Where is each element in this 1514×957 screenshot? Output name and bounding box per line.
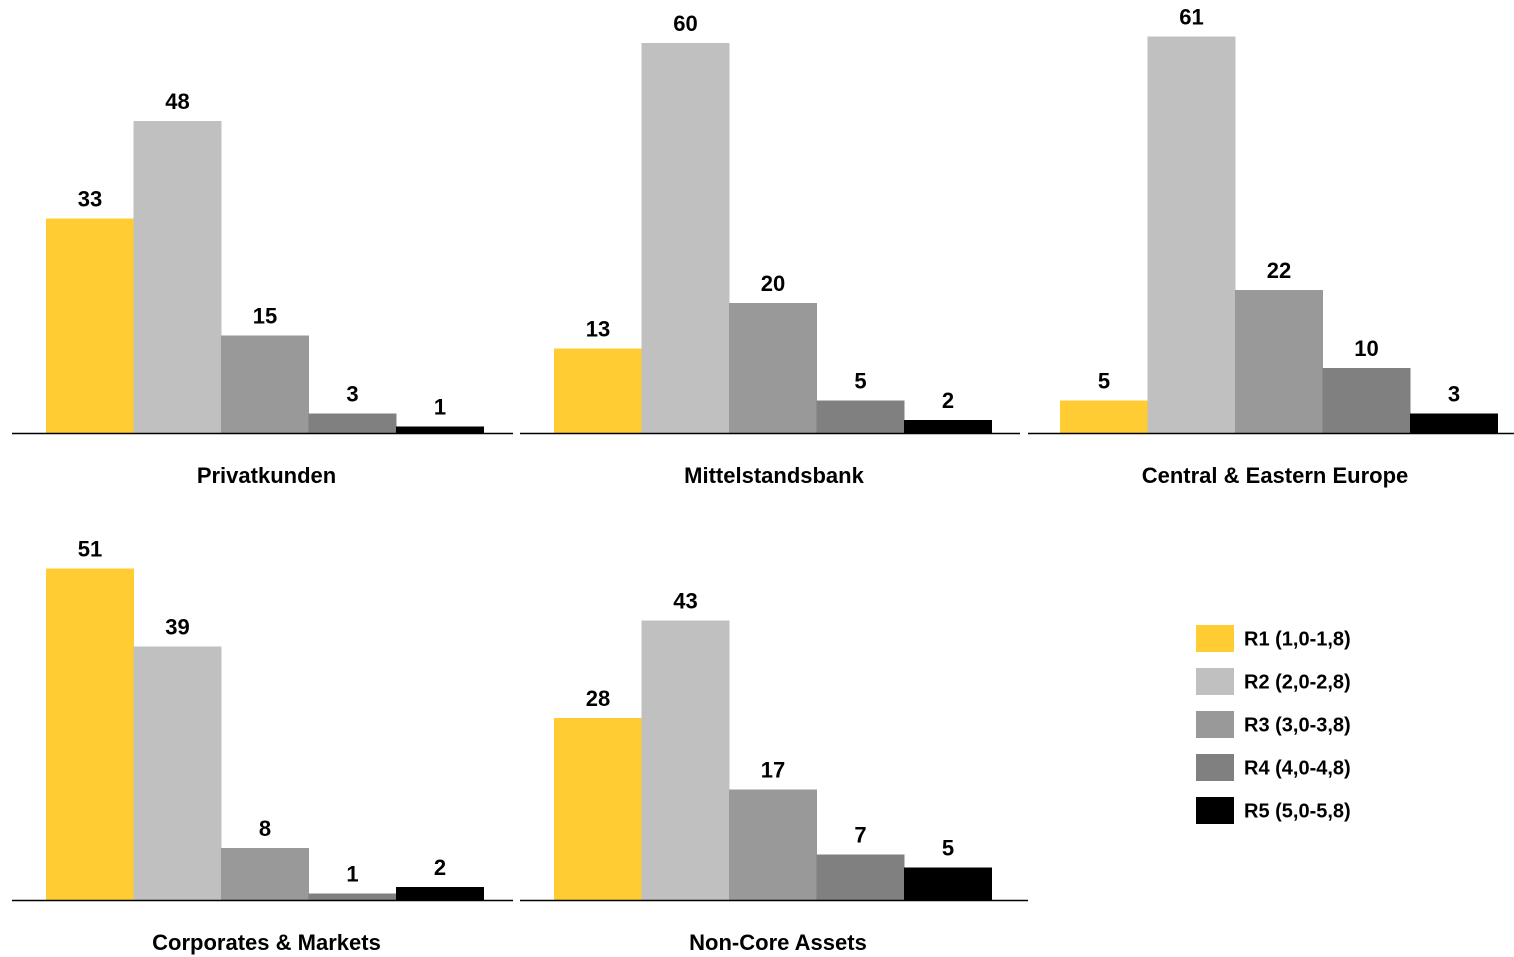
legend-label: R3 (3,0-3,8) [1244, 715, 1351, 737]
bar-value-label: 1 [434, 395, 446, 420]
bar-value-label: 10 [1354, 336, 1378, 361]
bar-value-label: 17 [761, 758, 785, 783]
bar-value-label: 5 [1098, 369, 1110, 394]
bar-value-label: 28 [586, 686, 610, 711]
bar-value-label: 3 [1448, 382, 1460, 407]
bar-value-label: 13 [586, 317, 610, 342]
bar-value-label: 2 [942, 388, 954, 413]
bar-value-label: 51 [78, 537, 102, 562]
bar [641, 620, 730, 900]
bar [133, 646, 222, 900]
legend-label: R5 (5,0-5,8) [1244, 801, 1351, 823]
legend-swatch [1196, 711, 1234, 738]
bar [816, 854, 905, 900]
panel-title: Privatkunden [197, 463, 336, 488]
bar [641, 43, 730, 433]
panel-title: Mittelstandsbank [684, 463, 864, 488]
bar [1060, 400, 1148, 433]
bar [221, 848, 309, 900]
bar [554, 718, 642, 900]
legend-label: R4 (4,0-4,8) [1244, 758, 1351, 780]
chart-panel: 33 48 15 3 1 Privatkunden [12, 89, 513, 488]
bar [396, 887, 484, 900]
bar-value-label: 39 [165, 615, 189, 640]
panel-title: Corporates & Markets [152, 930, 381, 955]
legend-swatch [1196, 668, 1234, 695]
bar-value-label: 5 [854, 369, 866, 394]
bar [729, 789, 817, 900]
bar [308, 893, 397, 900]
legend-swatch [1196, 625, 1234, 652]
chart-panel: 5 61 22 10 3 Central & Eastern Europe [1028, 5, 1514, 488]
bar [396, 426, 484, 433]
bar [46, 218, 134, 433]
bar-value-label: 22 [1267, 258, 1291, 283]
bar [904, 867, 992, 900]
bar-value-label: 48 [165, 89, 189, 114]
bar [221, 335, 309, 433]
chart-panel: 51 39 8 1 2 Corporates & Markets [12, 537, 513, 955]
legend-swatch [1196, 797, 1234, 824]
legend-label: R1 (1,0-1,8) [1244, 629, 1351, 651]
bar-value-label: 43 [673, 589, 697, 614]
bar [1235, 290, 1323, 433]
chart-panel: 13 60 20 5 2 Mittelstandsbank [520, 11, 1020, 488]
bar-value-label: 61 [1179, 5, 1203, 30]
bar [1410, 413, 1498, 433]
bar-value-label: 15 [253, 304, 277, 329]
bar-value-label: 7 [854, 823, 866, 848]
bar [308, 413, 397, 433]
bar-value-label: 2 [434, 855, 446, 880]
bar-value-label: 8 [259, 816, 271, 841]
bar-value-label: 1 [346, 862, 358, 887]
bar [729, 303, 817, 433]
chart-panel: 28 43 17 7 5 Non-Core Assets [520, 589, 1028, 955]
bar [46, 568, 134, 900]
bar-value-label: 33 [78, 187, 102, 212]
bar [554, 348, 642, 433]
bar [904, 420, 992, 433]
bar-value-label: 60 [673, 11, 697, 36]
bar [133, 121, 222, 433]
panel-title: Non-Core Assets [689, 930, 867, 955]
legend: R1 (1,0-1,8) R2 (2,0-2,8) R3 (3,0-3,8) R4 (… [1196, 625, 1351, 824]
panel-title: Central & Eastern Europe [1142, 463, 1409, 488]
bar [816, 400, 905, 433]
bar [1147, 36, 1236, 433]
bar-value-label: 20 [761, 271, 785, 296]
legend-swatch [1196, 754, 1234, 781]
bar-value-label: 5 [942, 836, 954, 861]
legend-label: R2 (2,0-2,8) [1244, 672, 1351, 694]
bar-value-label: 3 [346, 382, 358, 407]
bar [1322, 368, 1411, 433]
